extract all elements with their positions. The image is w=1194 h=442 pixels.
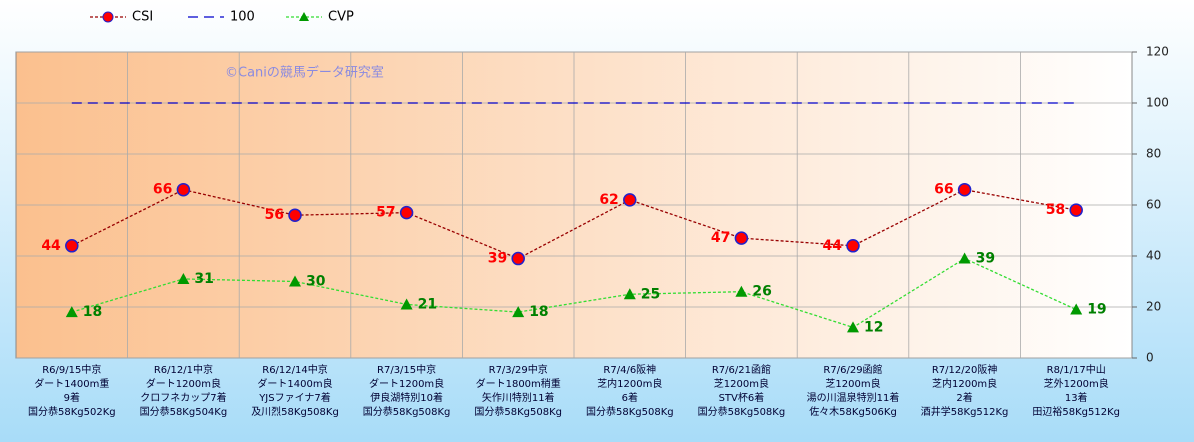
data-label: 44 bbox=[41, 238, 61, 254]
x-tick-label: ダート1200m良 bbox=[146, 377, 221, 390]
marker bbox=[65, 239, 79, 253]
data-label: 66 bbox=[153, 182, 172, 198]
marker bbox=[735, 285, 748, 297]
data-label: 39 bbox=[976, 251, 995, 267]
x-tick-label: クロフネカップ7着 bbox=[140, 391, 226, 404]
marker bbox=[289, 275, 301, 287]
x-tick-label: R7/3/15中京 bbox=[377, 363, 436, 376]
x-tick-label: ダート1200m良 bbox=[369, 377, 444, 390]
x-tick-label: 2着 bbox=[956, 391, 972, 404]
legend-label: CVP bbox=[328, 10, 354, 25]
x-tick-label: R8/1/17中山 bbox=[1047, 363, 1106, 376]
marker bbox=[288, 208, 302, 222]
x-tick-label: 酒井学58Kg512Kg bbox=[921, 405, 1009, 418]
marker bbox=[734, 231, 749, 245]
series-line bbox=[71, 189, 1077, 260]
marker bbox=[1070, 303, 1083, 315]
x-tick-label: R7/4/6阪神 bbox=[603, 363, 656, 376]
x-tick-label: 国分恭58Kg508Kg bbox=[698, 406, 786, 418]
marker bbox=[400, 298, 413, 310]
x-tick-label: 及川烈58Kg508Kg bbox=[251, 406, 339, 418]
y-tick-label: 120 bbox=[1146, 45, 1169, 59]
legend-label: 100 bbox=[230, 10, 255, 25]
x-tick-label: R6/9/15中京 bbox=[42, 363, 101, 376]
x-tick-label: 9着 bbox=[64, 391, 80, 404]
y-tick-label: 20 bbox=[1146, 300, 1161, 314]
x-tick-label: R7/12/20阪神 bbox=[932, 363, 998, 376]
data-label: 21 bbox=[418, 296, 437, 312]
data-label: 18 bbox=[83, 304, 102, 320]
data-label: 56 bbox=[265, 207, 284, 223]
x-tick-label: 伊良湖特別10着 bbox=[370, 391, 443, 404]
x-tick-label: 芝1200m良 bbox=[825, 377, 880, 390]
data-label: 39 bbox=[488, 251, 507, 267]
marker bbox=[512, 306, 525, 318]
x-tick-label: R7/6/29函館 bbox=[823, 363, 882, 376]
x-tick-label: 6着 bbox=[622, 391, 638, 404]
marker bbox=[65, 306, 78, 318]
marker bbox=[847, 321, 859, 333]
x-tick-label: ダート1800m稍重 bbox=[476, 377, 561, 390]
y-tick-label: 0 bbox=[1146, 351, 1154, 365]
x-tick-label: 国分恭58Kg508Kg bbox=[363, 406, 451, 418]
x-tick-label: 国分恭58Kg504Kg bbox=[140, 406, 228, 418]
x-tick-label: R6/12/14中京 bbox=[262, 363, 328, 376]
x-tick-label: 矢作川特別11着 bbox=[482, 391, 555, 404]
data-label: 66 bbox=[934, 182, 953, 198]
x-tick-label: 湯の川温泉特別11着 bbox=[807, 391, 900, 404]
marker bbox=[176, 182, 191, 197]
data-label: 47 bbox=[711, 230, 730, 246]
x-tick-label: R7/6/21函館 bbox=[712, 363, 771, 376]
x-tick-label: 国分恭58Kg508Kg bbox=[586, 406, 674, 418]
marker bbox=[958, 252, 971, 264]
x-tick-label: R7/3/29中京 bbox=[489, 363, 548, 376]
y-tick-label: 100 bbox=[1146, 96, 1169, 110]
x-tick-label: 国分恭58Kg508Kg bbox=[474, 406, 562, 418]
marker bbox=[623, 288, 636, 300]
y-tick-label: 40 bbox=[1146, 249, 1161, 263]
x-tick-label: 芝内1200m良 bbox=[932, 377, 997, 390]
legend-marker bbox=[102, 11, 114, 23]
data-label: 25 bbox=[641, 286, 660, 302]
watermark: ©Caniの競馬データ研究室 bbox=[225, 65, 384, 81]
marker bbox=[1069, 203, 1083, 217]
marker bbox=[846, 239, 860, 253]
data-label: 26 bbox=[752, 284, 771, 300]
data-label: 58 bbox=[1046, 202, 1065, 218]
x-tick-label: STV杯6着 bbox=[719, 391, 765, 404]
data-label: 44 bbox=[823, 238, 843, 254]
x-tick-label: YJSファイナ7着 bbox=[258, 391, 331, 404]
data-label: 62 bbox=[599, 192, 618, 208]
x-tick-label: 国分恭58Kg502Kg bbox=[28, 406, 116, 418]
x-tick-label: 田辺裕58Kg512Kg bbox=[1032, 405, 1120, 418]
y-tick-label: 60 bbox=[1146, 198, 1161, 212]
data-label: 31 bbox=[194, 271, 213, 287]
data-label: 18 bbox=[529, 304, 548, 320]
series-line bbox=[71, 257, 1077, 329]
marker bbox=[177, 272, 190, 284]
legend-marker bbox=[299, 12, 309, 21]
marker bbox=[957, 182, 972, 197]
x-tick-label: ダート1400m重 bbox=[34, 377, 109, 390]
x-tick-label: 佐々木58Kg506Kg bbox=[809, 406, 897, 418]
x-tick-label: 13着 bbox=[1065, 391, 1088, 404]
data-label: 12 bbox=[864, 319, 883, 335]
x-tick-label: R6/12/1中京 bbox=[154, 363, 213, 376]
x-tick-label: 芝内1200m良 bbox=[597, 377, 662, 390]
data-label: 57 bbox=[376, 205, 395, 221]
legend-label: CSI bbox=[132, 10, 153, 25]
x-tick-label: ダート1400m良 bbox=[257, 377, 332, 390]
marker bbox=[623, 193, 637, 207]
data-label: 30 bbox=[306, 274, 326, 290]
marker bbox=[399, 205, 414, 220]
marker bbox=[511, 251, 525, 266]
x-tick-label: 芝1200m良 bbox=[714, 377, 769, 390]
y-tick-label: 80 bbox=[1146, 147, 1161, 161]
x-tick-label: 芝外1200m良 bbox=[1044, 377, 1109, 390]
data-label: 19 bbox=[1087, 302, 1106, 318]
